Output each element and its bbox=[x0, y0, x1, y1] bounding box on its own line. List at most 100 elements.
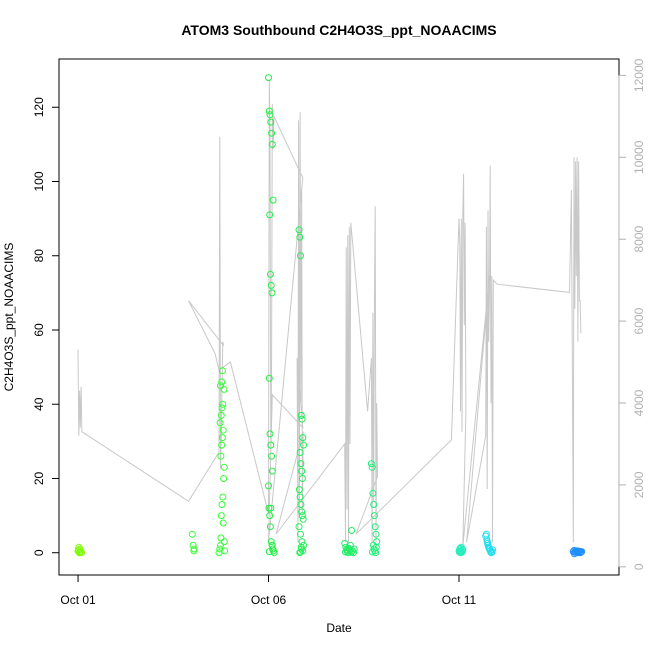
data-point bbox=[219, 426, 227, 434]
scatter-layer bbox=[74, 74, 586, 558]
data-point bbox=[218, 434, 226, 442]
data-point bbox=[298, 467, 306, 475]
y2-tick-label: 10000 bbox=[632, 140, 646, 174]
data-point bbox=[297, 252, 304, 260]
data-point bbox=[458, 548, 466, 556]
data-point bbox=[265, 548, 273, 556]
data-point bbox=[190, 545, 198, 553]
data-point bbox=[268, 289, 276, 297]
data-point bbox=[373, 538, 381, 546]
data-point bbox=[487, 547, 495, 554]
data-point bbox=[268, 129, 276, 137]
data-point bbox=[266, 111, 274, 119]
y2-tick-label: 6000 bbox=[632, 307, 646, 334]
y-tick-label: 20 bbox=[32, 471, 46, 485]
data-point bbox=[219, 493, 227, 501]
data-point bbox=[265, 107, 273, 115]
data-point bbox=[217, 541, 224, 549]
data-point bbox=[300, 441, 308, 449]
x-tick-label: Oct 01 bbox=[60, 593, 96, 607]
data-point bbox=[266, 512, 274, 520]
data-point bbox=[268, 452, 276, 460]
y-axis: 0 20 40 60 80 100 120 bbox=[32, 97, 60, 556]
data-point bbox=[298, 538, 306, 546]
data-point bbox=[347, 548, 355, 556]
data-point bbox=[266, 270, 274, 278]
data-point bbox=[369, 489, 377, 497]
data-point bbox=[268, 467, 276, 475]
data-point bbox=[298, 475, 306, 482]
data-point bbox=[299, 515, 307, 523]
data-point bbox=[346, 547, 354, 554]
y2-tick-label: 4000 bbox=[632, 389, 646, 416]
data-point bbox=[488, 548, 496, 556]
data-point bbox=[298, 508, 306, 516]
data-point bbox=[268, 541, 276, 549]
data-point bbox=[219, 519, 227, 527]
data-point bbox=[189, 541, 197, 549]
data-point bbox=[299, 434, 307, 442]
data-point bbox=[371, 523, 379, 531]
y-tick-label: 120 bbox=[32, 97, 46, 117]
data-point bbox=[217, 411, 225, 419]
data-point bbox=[269, 196, 277, 204]
data-point bbox=[370, 512, 378, 520]
data-point bbox=[372, 543, 380, 551]
data-point bbox=[266, 211, 274, 219]
data-point bbox=[220, 475, 228, 482]
data-point bbox=[298, 415, 306, 423]
data-point bbox=[220, 538, 228, 546]
data-point bbox=[218, 378, 226, 386]
data-point bbox=[367, 460, 375, 468]
data-point bbox=[217, 452, 225, 460]
data-point bbox=[296, 449, 304, 456]
data-point bbox=[267, 504, 275, 512]
series-line bbox=[77, 79, 582, 547]
data-point bbox=[267, 441, 275, 449]
data-point bbox=[216, 419, 224, 427]
data-point bbox=[217, 382, 224, 390]
data-point bbox=[295, 226, 303, 234]
data-point bbox=[188, 530, 196, 538]
data-point bbox=[297, 411, 305, 419]
data-point bbox=[575, 547, 583, 555]
data-point bbox=[265, 482, 272, 490]
y-tick-label: 80 bbox=[32, 249, 46, 263]
data-point bbox=[267, 118, 275, 126]
data-point bbox=[483, 536, 491, 544]
chart-title: ATOM3 Southbound C2H4O3S_ppt_NOAACIMS bbox=[181, 22, 496, 38]
y2-axis: 0 2000 4000 6000 8000 10000 12000 bbox=[618, 58, 646, 570]
y2-tick-label: 12000 bbox=[632, 58, 646, 92]
data-point bbox=[370, 501, 378, 508]
data-point bbox=[221, 547, 229, 555]
data-point bbox=[572, 547, 580, 555]
y-tick-label: 40 bbox=[32, 397, 46, 411]
data-point bbox=[218, 441, 226, 449]
data-point bbox=[265, 74, 272, 82]
data-point bbox=[218, 501, 226, 508]
x-tick-label: Oct 06 bbox=[251, 593, 287, 607]
data-point bbox=[368, 463, 376, 471]
data-point bbox=[577, 549, 584, 557]
data-point bbox=[297, 543, 305, 551]
data-point bbox=[296, 493, 304, 501]
y-tick-label: 60 bbox=[32, 323, 46, 337]
data-point bbox=[297, 530, 304, 538]
y-axis-label: C2H4O3S_ppt_NOAACIMS bbox=[2, 243, 16, 392]
plot-frame bbox=[58, 58, 620, 576]
data-point bbox=[220, 463, 228, 471]
data-point bbox=[220, 385, 228, 393]
data-point bbox=[297, 460, 305, 468]
data-point bbox=[295, 523, 303, 531]
line-layer bbox=[77, 79, 582, 547]
x-axis-label: Date bbox=[326, 621, 352, 635]
data-point bbox=[372, 530, 380, 538]
data-point bbox=[296, 233, 304, 241]
data-point bbox=[266, 430, 274, 438]
y-tick-label: 0 bbox=[32, 549, 46, 556]
data-point bbox=[270, 549, 278, 557]
data-point bbox=[369, 548, 376, 556]
data-point bbox=[218, 367, 226, 375]
data-point bbox=[458, 545, 466, 553]
data-point bbox=[484, 539, 492, 547]
